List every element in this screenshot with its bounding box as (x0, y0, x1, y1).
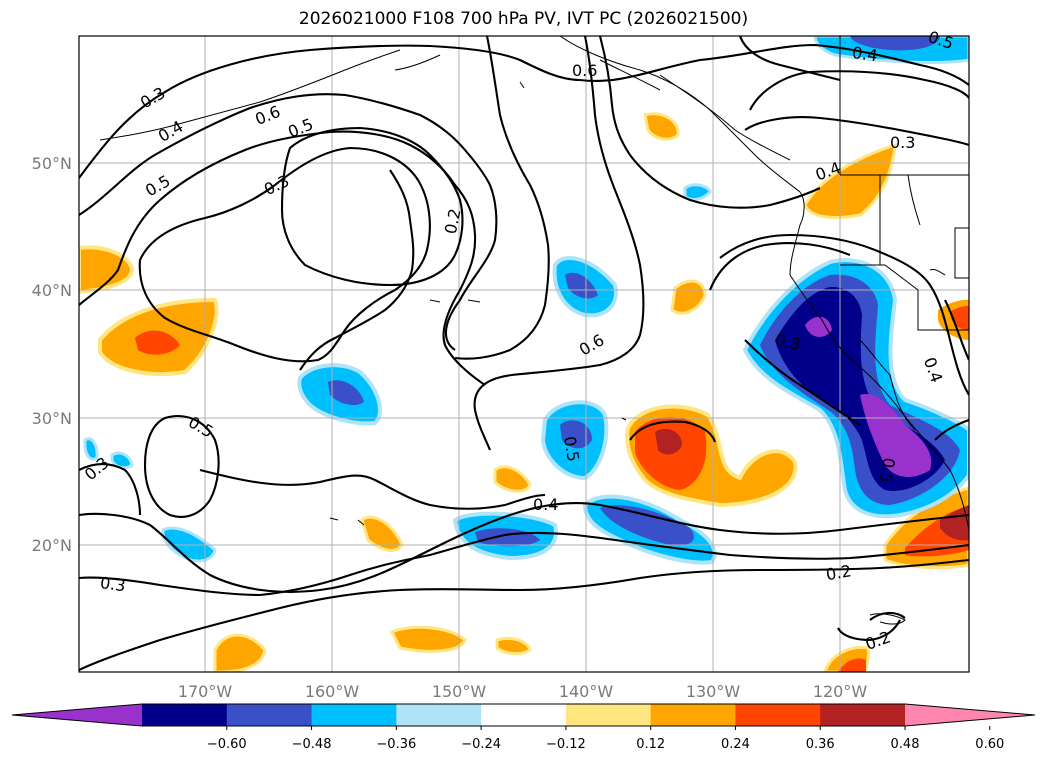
colorbar-segment (226, 704, 313, 726)
colorbar-tick-label: −0.24 (461, 737, 501, 752)
colorbar-segment (650, 704, 736, 726)
lat-label: 50°N (32, 154, 72, 173)
colorbar-tick-label: 0.60 (975, 737, 1004, 752)
contour-label: 0.3 (890, 133, 915, 152)
colorbar-segment (396, 704, 482, 726)
lat-label: 20°N (32, 536, 72, 555)
colorbar-tick-label: −0.60 (207, 737, 247, 752)
lon-label: 150°W (432, 682, 487, 701)
map-title: 2026021000 F108 700 hPa PV, IVT PC (2026… (298, 9, 749, 29)
colorbar-segment (735, 704, 821, 726)
colorbar-segment (481, 704, 567, 726)
contour-label: 0.2 (441, 207, 465, 236)
contour-label: 0.4 (533, 495, 558, 514)
lon-label: 160°W (305, 682, 360, 701)
lon-label: 130°W (686, 682, 741, 701)
contour-label: 0.6 (572, 61, 597, 80)
lat-label: 30°N (32, 409, 72, 428)
colorbar-tick-label: −0.12 (546, 737, 586, 752)
colorbar-extend-min (12, 704, 142, 726)
plot-frame (78, 35, 970, 673)
colorbar-tick-label: −0.36 (376, 737, 416, 752)
colorbar: −0.60 −0.48 −0.36 −0.24 −0.12 0.12 0.24 0.36 0.4… (11, 703, 1036, 752)
colorbar-tick-label: 0.12 (636, 737, 665, 752)
colorbar-segment (142, 704, 228, 726)
pv-contours (79, 36, 969, 671)
colorbar-segment (565, 704, 652, 726)
contour-label: 0.5 (560, 435, 583, 463)
contour-label: 0.5 (876, 456, 899, 484)
negative-anomaly-fill (83, 36, 969, 565)
colorbar-tick-label: −0.48 (292, 737, 332, 752)
colorbar-segment (311, 704, 397, 726)
colorbar-tick-label: 0.24 (721, 737, 750, 752)
colorbar-segment (820, 704, 906, 726)
lat-label: 40°N (32, 281, 72, 300)
lon-label: 120°W (813, 682, 868, 701)
colorbar-tick-label: 0.36 (806, 737, 835, 752)
positive-anomaly-fill (79, 112, 969, 672)
colorbar-outline (11, 703, 1036, 727)
contour-label: 0.4 (851, 43, 879, 65)
contour-label: 0.3 (773, 330, 802, 354)
latitude-labels: 50°N 40°N 30°N 20°N (32, 154, 72, 555)
contour-label: 0.2 (824, 561, 852, 584)
colorbar-extend-max (905, 704, 1035, 726)
lon-label: 170°W (178, 682, 233, 701)
lon-label: 140°W (559, 682, 614, 701)
colorbar-tick-label: 0.48 (891, 737, 920, 752)
longitude-labels: 170°W 160°W 150°W 140°W 130°W 120°W (178, 682, 868, 701)
contour-label: 0.3 (99, 573, 127, 595)
